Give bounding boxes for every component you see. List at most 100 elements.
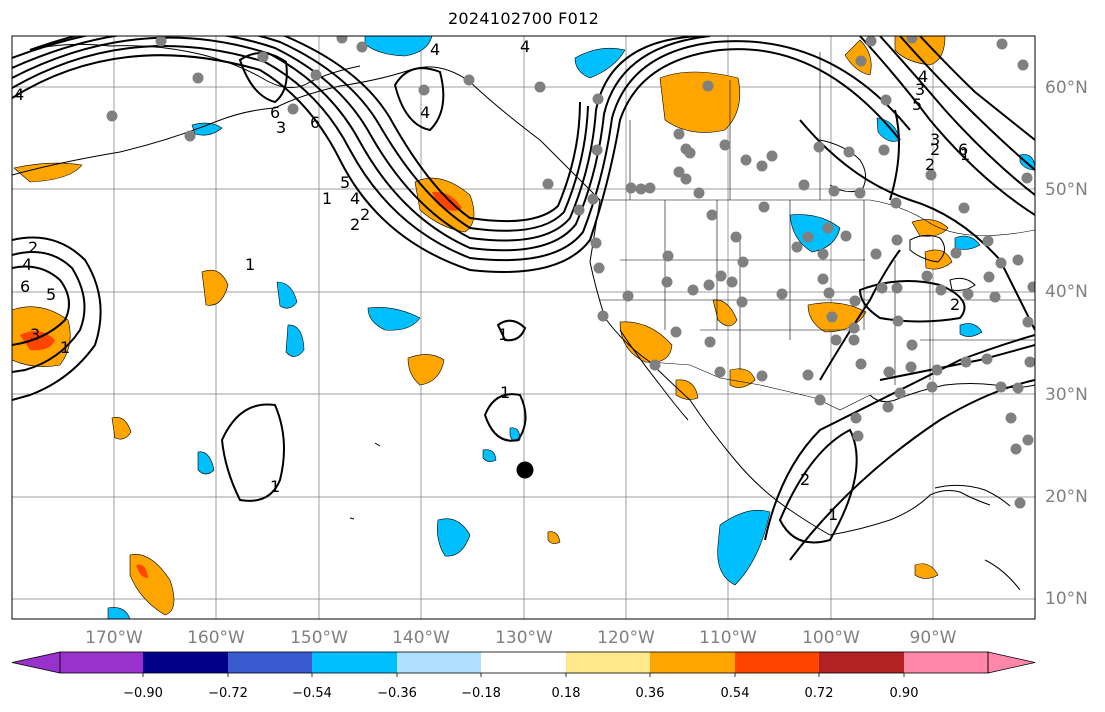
station-marker: [905, 361, 917, 373]
station-marker: [684, 147, 696, 159]
station-marker: [826, 311, 838, 323]
station-marker: [661, 276, 673, 288]
station-marker: [644, 182, 656, 194]
station-marker: [882, 401, 894, 413]
station-marker: [702, 80, 714, 92]
station-marker: [823, 287, 835, 299]
station-marker: [931, 364, 943, 376]
station-marker: [982, 235, 994, 247]
positive-patch: [201, 269, 229, 306]
strong-positive-patch: [20, 331, 55, 351]
station-marker: [597, 310, 609, 322]
station-marker: [356, 41, 368, 53]
contour-label: 3: [30, 325, 40, 344]
negative-patch: [959, 323, 983, 337]
station-marker: [870, 248, 882, 260]
station-marker: [756, 370, 768, 382]
positive-patch: [675, 379, 699, 400]
colorbar-tick-label: 0.72: [805, 686, 834, 701]
station-marker: [719, 139, 731, 151]
station-marker: [649, 359, 661, 371]
station-marker: [310, 69, 322, 81]
positive-patch: [547, 531, 561, 544]
positive-patch: [911, 219, 949, 237]
strong-positive-patch: [136, 564, 148, 578]
contour-label: 3: [276, 118, 286, 137]
contour-label: 5: [912, 95, 922, 114]
station-marker: [257, 51, 269, 63]
lon-label: 120°W: [597, 628, 655, 648]
negative-patch: [364, 36, 433, 57]
colorbar-segment: [228, 652, 312, 673]
negative-patch: [285, 324, 305, 357]
lat-label: 50°N: [1045, 180, 1088, 200]
contour-label: 3: [930, 130, 940, 149]
station-marker: [534, 81, 546, 93]
station-marker: [906, 36, 918, 44]
contour-label: 1: [245, 255, 255, 274]
colorbar-segment: [904, 652, 988, 673]
colorbar-segment: [60, 652, 143, 673]
station-marker: [830, 334, 842, 346]
negative-patch: [367, 307, 421, 331]
station-marker: [995, 257, 1007, 269]
contour-labels: 1 2 3 4 5 6 4 6 4 3 2 1 5 4 2 1 2 4 6 5 …: [14, 37, 970, 524]
station-markers: [106, 36, 1035, 509]
station-marker: [854, 187, 866, 199]
contour-label: 5: [340, 173, 350, 192]
colorbar-segment: [650, 652, 735, 673]
colorbar-tick-label: 0.18: [552, 686, 581, 701]
station-marker: [740, 154, 752, 166]
contour-label: 2: [350, 215, 360, 234]
positive-patch: [712, 299, 738, 327]
negative-patch: [482, 449, 497, 462]
colorbar-tick-label: 0.54: [721, 686, 750, 701]
station-marker: [958, 202, 970, 214]
colorbar-segment: [312, 652, 397, 673]
station-marker: [587, 193, 599, 205]
station-marker: [1014, 497, 1026, 509]
lon-label: 170°W: [85, 628, 143, 648]
station-marker: [840, 230, 852, 242]
contour-label: 2: [950, 295, 960, 314]
negative-patch: [509, 427, 521, 442]
negative-patch: [574, 47, 626, 79]
lon-label: 90°W: [910, 628, 957, 648]
station-marker: [850, 412, 862, 424]
station-marker: [950, 247, 962, 259]
station-marker: [1017, 59, 1029, 71]
colorbar: [11, 651, 1036, 677]
station-marker: [192, 72, 204, 84]
station-marker: [876, 282, 888, 294]
station-marker: [960, 356, 972, 368]
station-marker: [906, 339, 918, 351]
station-marker: [891, 282, 903, 294]
station-marker: [981, 353, 993, 365]
positive-patch: [111, 417, 132, 440]
station-marker: [983, 271, 995, 283]
station-marker: [843, 146, 855, 158]
positive-patch: [619, 321, 673, 363]
positive-patch: [407, 354, 445, 386]
station-marker: [1022, 316, 1034, 328]
colorbar-extend-high: [987, 651, 1036, 674]
station-marker: [693, 187, 705, 199]
contour-label: 4: [520, 37, 530, 56]
contour-label: 2: [930, 140, 940, 159]
positive-patch: [659, 71, 741, 133]
station-marker: [673, 128, 685, 140]
contour-label: 6: [270, 103, 280, 122]
colorbar-tick-label: −0.18: [461, 686, 501, 701]
station-marker: [590, 237, 602, 249]
station-marker: [791, 241, 803, 253]
station-marker: [989, 291, 1001, 303]
colorbar-extend-low: [11, 651, 61, 674]
contour-label: 6: [310, 113, 320, 132]
negative-patch: [197, 451, 215, 475]
station-marker: [687, 284, 699, 296]
latitude-labels: 10°N 20°N 30°N 40°N 50°N 60°N: [1045, 78, 1088, 609]
highlight-marker: [516, 461, 534, 479]
station-marker: [926, 381, 938, 393]
station-marker: [592, 93, 604, 105]
